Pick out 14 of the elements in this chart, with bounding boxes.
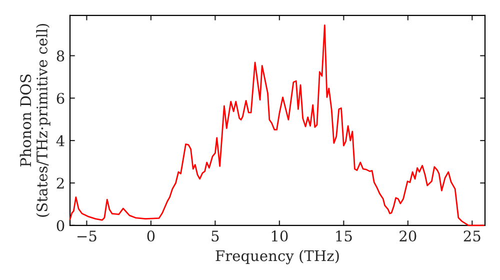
x-tick-label: 20 (400, 230, 416, 242)
y-tick-label: 8 (56, 50, 64, 62)
y-tick-label: 4 (56, 135, 64, 146)
y-tick-label: 6 (56, 92, 64, 104)
x-tick-label: 25 (464, 230, 480, 242)
x-tick-label: 0 (147, 230, 155, 242)
x-axis-title: Frequency (THz) (216, 250, 339, 264)
y-axis-title: Phonon DOS (States/THz·primitive cell) (20, 24, 50, 217)
y-tick-label: 2 (56, 178, 64, 189)
x-tick-label: −5 (78, 230, 96, 242)
x-tick-label: 15 (336, 230, 352, 242)
y-tick-label: 0 (56, 220, 64, 232)
x-tick-label: 5 (212, 230, 219, 242)
x-tick-label: 10 (272, 230, 288, 242)
